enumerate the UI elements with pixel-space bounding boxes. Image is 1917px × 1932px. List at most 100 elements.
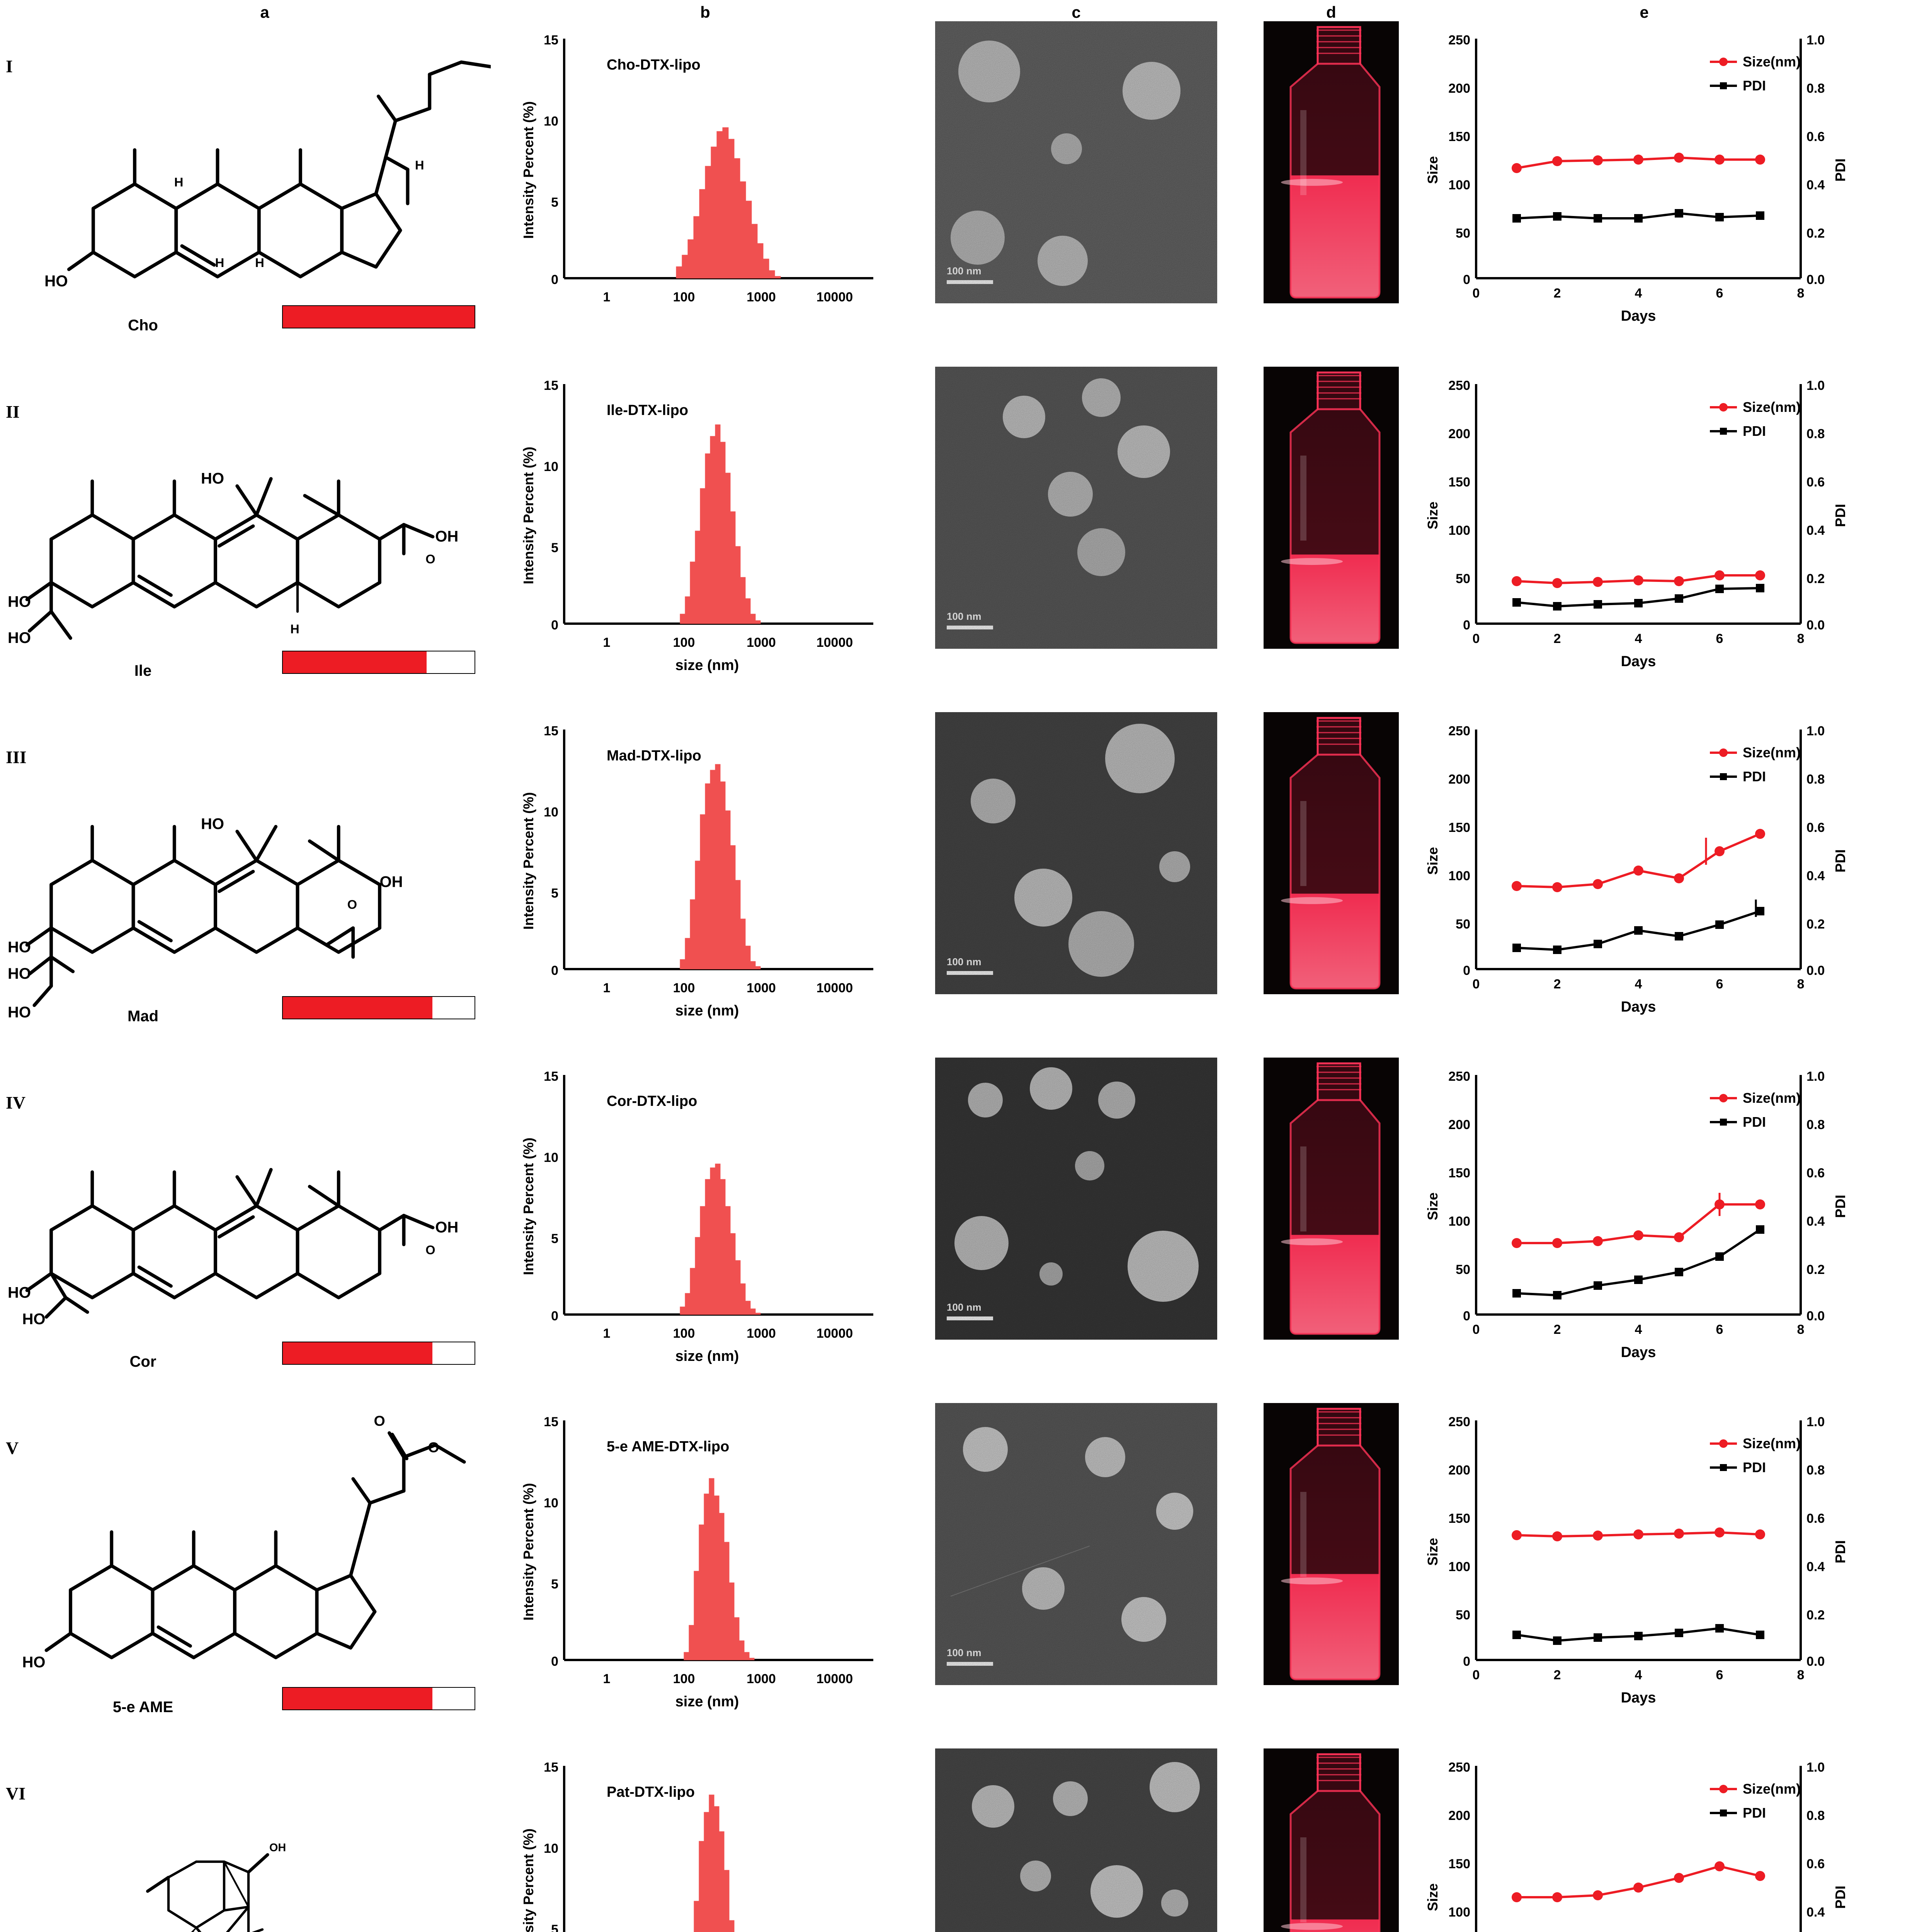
svg-text:PDI: PDI [1832, 1540, 1848, 1563]
svg-text:150: 150 [1448, 1166, 1470, 1180]
svg-text:2: 2 [1554, 1668, 1561, 1682]
svg-text:0: 0 [1473, 1322, 1480, 1337]
svg-text:4: 4 [1635, 1322, 1642, 1337]
svg-text:H: H [415, 158, 424, 172]
svg-text:H: H [215, 255, 225, 270]
svg-text:Cor-DTX-lipo: Cor-DTX-lipo [607, 1093, 697, 1109]
svg-text:1.0: 1.0 [1806, 1760, 1825, 1775]
svg-text:100: 100 [673, 635, 695, 650]
svg-text:O: O [425, 1243, 435, 1257]
svg-text:0.6: 0.6 [1806, 1511, 1825, 1526]
svg-text:HO: HO [8, 629, 31, 646]
svg-text:Days: Days [1621, 653, 1656, 670]
svg-text:0.8: 0.8 [1806, 1808, 1825, 1823]
svg-text:150: 150 [1448, 820, 1470, 835]
svg-text:PDI: PDI [1743, 1459, 1766, 1475]
svg-text:PDI: PDI [1832, 1886, 1848, 1909]
svg-text:6: 6 [1716, 631, 1723, 646]
svg-text:150: 150 [1448, 475, 1470, 490]
svg-text:250: 250 [1448, 378, 1470, 393]
svg-text:0: 0 [1473, 631, 1480, 646]
svg-text:8: 8 [1797, 1322, 1805, 1337]
svg-text:0.8: 0.8 [1806, 772, 1825, 787]
svg-text:0.6: 0.6 [1806, 475, 1825, 490]
svg-text:1.0: 1.0 [1806, 33, 1825, 48]
svg-text:HO: HO [8, 593, 31, 610]
svg-text:PDI: PDI [1743, 78, 1766, 94]
svg-text:0.2: 0.2 [1806, 917, 1825, 932]
svg-text:250: 250 [1448, 33, 1470, 48]
svg-text:0: 0 [1473, 1668, 1480, 1682]
svg-text:0.6: 0.6 [1806, 820, 1825, 835]
svg-text:0.6: 0.6 [1806, 1857, 1825, 1871]
svg-text:100: 100 [1448, 1905, 1470, 1920]
svg-text:O: O [425, 552, 435, 566]
svg-text:250: 250 [1448, 1069, 1470, 1084]
svg-text:200: 200 [1448, 427, 1470, 441]
svg-text:PDI: PDI [1832, 1195, 1848, 1218]
svg-text:HO: HO [201, 816, 224, 833]
svg-text:Size(nm): Size(nm) [1743, 745, 1801, 760]
svg-text:0.0: 0.0 [1806, 618, 1825, 633]
svg-text:100: 100 [1448, 523, 1470, 538]
svg-text:10: 10 [544, 459, 558, 474]
svg-text:H: H [174, 175, 184, 189]
svg-text:HO: HO [22, 1311, 46, 1328]
svg-text:100: 100 [673, 981, 695, 995]
svg-text:50: 50 [1456, 917, 1470, 932]
svg-text:0: 0 [1463, 618, 1470, 633]
svg-text:0: 0 [1463, 1309, 1470, 1323]
svg-text:0.4: 0.4 [1806, 523, 1825, 538]
svg-text:50: 50 [1456, 1262, 1470, 1277]
svg-text:2: 2 [1554, 286, 1561, 301]
svg-text:0.2: 0.2 [1806, 226, 1825, 241]
svg-text:HO: HO [22, 1654, 46, 1671]
svg-text:5: 5 [551, 541, 558, 555]
svg-text:size (nm): size (nm) [675, 657, 739, 673]
svg-text:4: 4 [1635, 631, 1642, 646]
svg-text:150: 150 [1448, 1857, 1470, 1871]
svg-text:10: 10 [544, 1496, 558, 1510]
svg-text:0.2: 0.2 [1806, 1608, 1825, 1622]
svg-text:10: 10 [544, 805, 558, 820]
svg-text:OH: OH [380, 874, 403, 891]
svg-text:size (nm): size (nm) [675, 1003, 739, 1019]
svg-text:8: 8 [1797, 286, 1805, 301]
svg-text:6: 6 [1716, 286, 1723, 301]
svg-text:Size(nm): Size(nm) [1743, 54, 1801, 70]
svg-text:100: 100 [1448, 869, 1470, 883]
svg-text:PDI: PDI [1832, 158, 1848, 182]
svg-text:1: 1 [603, 635, 611, 650]
svg-text:50: 50 [1456, 226, 1470, 241]
svg-text:Size: Size [1425, 1883, 1441, 1911]
svg-text:6: 6 [1716, 1668, 1723, 1682]
svg-text:size (nm): size (nm) [675, 1348, 739, 1364]
svg-text:Days: Days [1621, 308, 1656, 324]
svg-text:5: 5 [551, 1922, 558, 1932]
svg-text:0.0: 0.0 [1806, 272, 1825, 287]
svg-text:Intensity Percent (%): Intensity Percent (%) [520, 1483, 536, 1621]
svg-text:Ile-DTX-lipo: Ile-DTX-lipo [607, 402, 688, 418]
svg-text:1000: 1000 [747, 1672, 776, 1686]
svg-text:0.6: 0.6 [1806, 129, 1825, 144]
svg-text:H: H [255, 255, 264, 270]
svg-text:HO: HO [201, 470, 224, 487]
svg-text:Size: Size [1425, 1538, 1441, 1566]
svg-text:HO: HO [44, 272, 68, 290]
svg-text:4: 4 [1635, 1668, 1642, 1682]
svg-text:1: 1 [603, 981, 611, 995]
svg-text:1.0: 1.0 [1806, 378, 1825, 393]
svg-text:8: 8 [1797, 1668, 1805, 1682]
svg-text:0.4: 0.4 [1806, 178, 1825, 192]
svg-text:0.4: 0.4 [1806, 1214, 1825, 1229]
svg-text:0.8: 0.8 [1806, 1117, 1825, 1132]
svg-text:10: 10 [544, 1150, 558, 1165]
svg-text:5: 5 [551, 195, 558, 210]
svg-text:100: 100 [1448, 1560, 1470, 1574]
svg-text:Size: Size [1425, 1192, 1441, 1220]
svg-text:H: H [290, 622, 299, 636]
svg-text:100: 100 [1448, 178, 1470, 192]
svg-text:200: 200 [1448, 81, 1470, 96]
svg-text:8: 8 [1797, 977, 1805, 992]
svg-text:200: 200 [1448, 1463, 1470, 1478]
